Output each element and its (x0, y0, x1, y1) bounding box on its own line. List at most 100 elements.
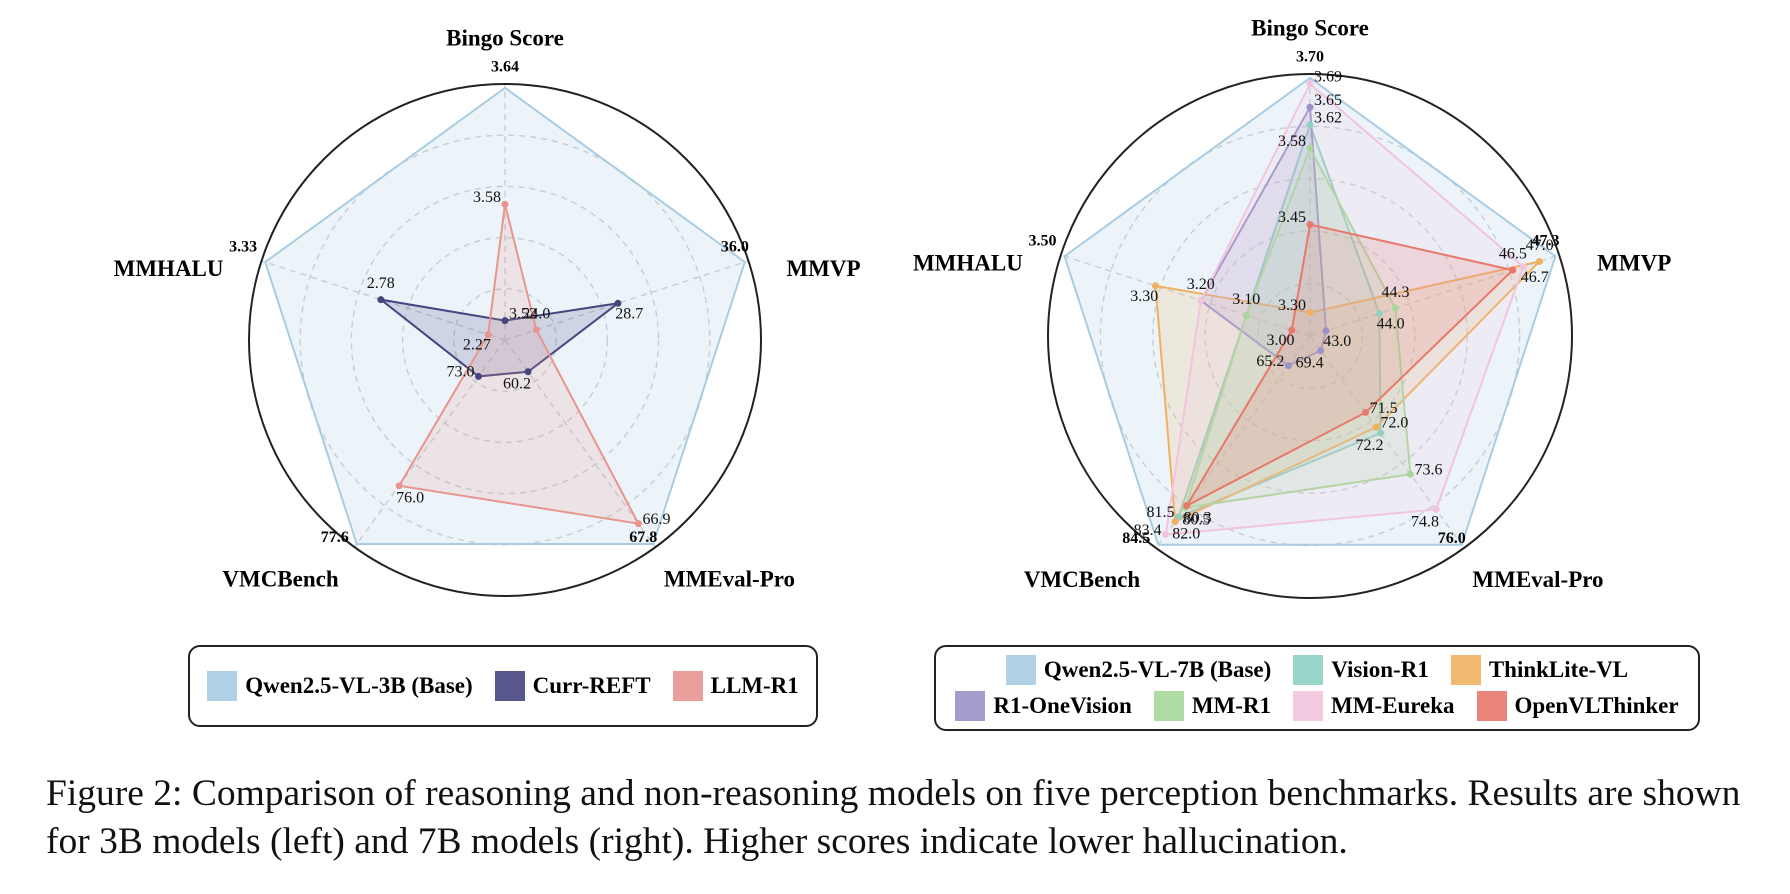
axis-max-label: 47.3 (1531, 232, 1559, 249)
legend-item: Qwen2.5-VL-3B (Base) (207, 671, 473, 701)
legend-swatch (1293, 691, 1324, 721)
legend-label: R1-OneVision (993, 693, 1132, 718)
value-label: 3.65 (1314, 92, 1342, 109)
legend-item: Curr-REFT (494, 671, 651, 701)
value-label: 24.0 (522, 305, 550, 322)
value-label: 3.20 (1187, 276, 1215, 293)
legend-item: MM-Eureka (1293, 691, 1455, 721)
value-label: 3.00 (1267, 332, 1295, 349)
value-label: 3.62 (1314, 110, 1342, 127)
value-label: 80.3 (1184, 510, 1212, 527)
legend-label: Curr-REFT (532, 673, 651, 698)
data-point (1306, 103, 1314, 111)
value-label: 46.5 (1499, 246, 1527, 263)
grid-circle (1256, 282, 1364, 390)
data-point (1242, 311, 1250, 319)
data-point (1288, 326, 1296, 334)
grid-circle (401, 236, 609, 444)
series-area (1199, 103, 1328, 367)
grid-circle (1204, 230, 1416, 442)
axis-spoke (504, 260, 749, 341)
value-label: 44.3 (1382, 284, 1410, 301)
data-point (484, 331, 492, 339)
value-label: 73.0 (446, 364, 474, 381)
value-label: 74.8 (1411, 513, 1439, 530)
data-point (1162, 531, 1170, 539)
grid-circle (1099, 125, 1521, 547)
legend: Qwen2.5-VL-7B (Base) Vision-R1 ThinkLite-V… (934, 645, 1700, 731)
value-label: 3.69 (1314, 68, 1342, 85)
legend-label: MM-R1 (1191, 693, 1272, 718)
legend-swatch (1005, 655, 1036, 685)
legend-swatch (207, 671, 238, 701)
series-area (264, 86, 746, 546)
value-label: 28.7 (615, 305, 643, 322)
value-label: 3.52 (509, 305, 537, 322)
data-point (1377, 429, 1385, 437)
value-label: 65.2 (1256, 353, 1284, 370)
outer-circle (1047, 73, 1573, 599)
legend-row: Qwen2.5-VL-7B (Base) Vision-R1 ThinkLite-V… (1005, 655, 1629, 685)
data-point (1306, 144, 1314, 152)
data-point (501, 317, 509, 325)
axis-name: VMCBench (1024, 567, 1140, 592)
legend-item: LLM-R1 (672, 671, 799, 701)
axis-max-label: 67.8 (629, 529, 657, 546)
legend-swatch (955, 691, 986, 721)
axis-max-label: 76.0 (1438, 530, 1466, 547)
value-label: 82.0 (1172, 525, 1200, 542)
data-point (1519, 263, 1527, 271)
axis-max-label: 3.50 (1029, 232, 1057, 249)
legend-item: OpenVLThinker (1476, 691, 1679, 721)
data-point (501, 200, 509, 208)
value-label: 3.45 (1278, 209, 1306, 226)
legend-label: LLM-R1 (710, 673, 799, 698)
axis-name: MMEval-Pro (664, 566, 795, 591)
value-label: 73.6 (1415, 462, 1443, 479)
data-point (1306, 80, 1314, 88)
value-label: 69.4 (1296, 354, 1324, 371)
legend-label: ThinkLite-VL (1488, 657, 1629, 682)
value-label: 43.0 (1323, 333, 1351, 350)
data-point (1432, 505, 1440, 513)
series-area (1164, 82, 1525, 536)
axis-max-label: 3.64 (491, 59, 519, 76)
legend-swatch (1476, 691, 1507, 721)
grid-circle (453, 288, 557, 392)
legend-item: Vision-R1 (1293, 655, 1429, 685)
value-label: 47.0 (1526, 237, 1554, 254)
data-point (1375, 309, 1383, 317)
legend-label: Qwen2.5-VL-7B (Base) (1043, 657, 1272, 682)
series-area (397, 203, 641, 525)
data-point (1306, 221, 1314, 229)
legend-swatch (1450, 655, 1481, 685)
data-point (1306, 309, 1314, 317)
axis-max-label: 77.6 (321, 529, 349, 546)
radar-charts: 3.64 36.0 67.8 77.6 3.33 3.52 28.7 60.2 73.0 2.78… (114, 15, 1671, 599)
series-area (1176, 121, 1382, 519)
outer-circle (248, 83, 762, 597)
data-point (1535, 257, 1543, 265)
data-point (1284, 362, 1292, 370)
legend-swatch (494, 671, 525, 701)
data-point (1317, 347, 1325, 355)
legend-item: MM-R1 (1153, 691, 1272, 721)
data-point (634, 520, 642, 528)
value-label: 3.30 (1278, 297, 1306, 314)
value-label: 72.2 (1355, 437, 1383, 454)
axis-name: Bingo Score (446, 25, 564, 50)
value-label: 3.10 (1232, 291, 1260, 308)
axis-name: MMHALU (913, 250, 1023, 275)
value-label: 60.2 (503, 375, 531, 392)
data-point (1197, 297, 1205, 305)
axis-max-label: 3.70 (1296, 49, 1324, 66)
legend-label: Qwen2.5-VL-3B (Base) (245, 673, 473, 698)
data-point (1183, 502, 1191, 510)
data-point (1306, 121, 1314, 129)
data-point (395, 482, 403, 490)
legend-label: MM-Eureka (1331, 693, 1455, 718)
value-label: 3.30 (1130, 288, 1158, 305)
value-label: 66.9 (642, 511, 670, 528)
value-label: 76.0 (396, 489, 424, 506)
data-point (532, 326, 540, 334)
